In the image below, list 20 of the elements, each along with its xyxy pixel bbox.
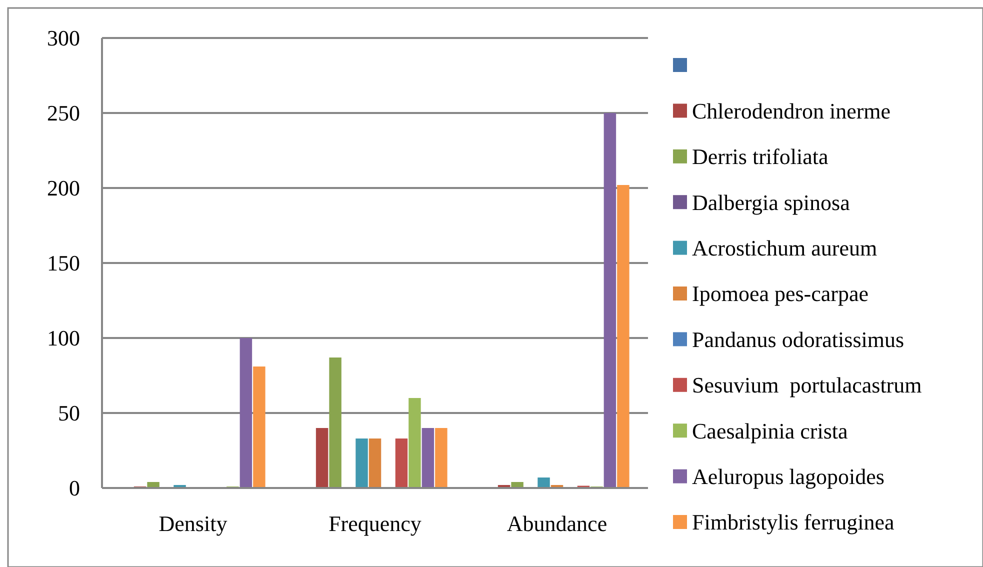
legend-label: Derris trifoliata [692,144,828,170]
y-tick-label: 100 [47,326,80,351]
legend-label: Chlerodendron inerme [692,98,891,124]
x-tick-label: Frequency [328,511,422,536]
legend-label: Caesalpinia crista [692,418,848,444]
x-tick-label: Density [158,511,228,536]
y-tick-label: 50 [58,400,80,426]
legend-label: Sesuvium portulacastrum [692,372,922,398]
legend-label: Acrostichum aureum [692,236,878,260]
legend-label: Dalbergia spinosa [692,190,850,215]
y-tick-label: 250 [47,100,80,126]
legend-label: Pandanus odoratissimus [692,326,904,352]
y-tick-label: 150 [47,250,80,276]
y-tick-label: 200 [47,176,80,201]
y-tick-label: 300 [47,26,80,51]
legend-label: Aeluropus lagopoides [692,464,884,489]
legend-label: Ipomoea pes-carpae [692,281,869,306]
x-tick-label: Abundance [506,511,608,536]
legend-label: Fimbristylis ferruginea [692,510,894,535]
y-tick-label: 0 [69,476,80,501]
